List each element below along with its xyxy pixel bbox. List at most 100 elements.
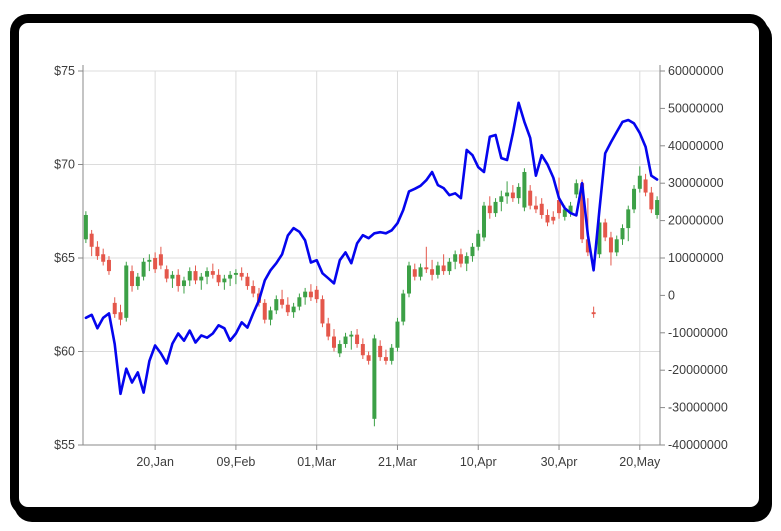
candle-body: [337, 344, 342, 354]
candle-body: [101, 254, 106, 262]
x-axis-tick-label: 01,Mar: [297, 455, 336, 469]
candle-body: [262, 302, 267, 320]
candle-body: [482, 205, 487, 238]
candle-body: [285, 304, 290, 313]
candle-body: [251, 286, 256, 294]
candle-body: [551, 216, 556, 221]
candle-body: [170, 274, 175, 279]
candle-body: [95, 246, 100, 257]
candle-body: [297, 297, 302, 307]
left-axis-tick-label: $70: [54, 158, 75, 172]
candle-body: [147, 259, 152, 262]
candle-body: [470, 246, 475, 257]
candle-body: [372, 338, 377, 419]
candle-body: [620, 228, 625, 240]
right-axis-tick-label: 60000000: [668, 64, 724, 78]
candle-body: [533, 205, 538, 210]
candle-body: [326, 323, 331, 337]
candle-body: [655, 200, 660, 215]
right-axis-tick-label: 40000000: [668, 139, 724, 153]
candle-body: [135, 276, 140, 287]
candle-body: [510, 192, 515, 199]
candle-body: [464, 256, 469, 264]
candle-body: [545, 214, 550, 223]
candle-body: [245, 276, 250, 287]
candle-body: [603, 222, 608, 238]
candle-body: [643, 179, 648, 193]
candle-body: [505, 192, 510, 197]
candle-body: [401, 293, 406, 322]
candle-body: [493, 201, 498, 214]
candle-body: [112, 302, 117, 315]
left-axis-tick-label: $75: [54, 64, 75, 78]
candle-body: [176, 274, 181, 287]
candle-body: [106, 259, 111, 272]
right-axis-tick-label: 10000000: [668, 251, 724, 265]
candle-body: [210, 271, 215, 275]
candle-body: [435, 265, 440, 275]
candle-body: [83, 214, 88, 240]
candle-body: [239, 272, 244, 277]
candle-body: [268, 310, 273, 320]
candle-body: [158, 254, 163, 266]
candle-body: [355, 334, 360, 345]
candle-body: [614, 239, 619, 253]
candle-body: [557, 200, 562, 214]
candle-body: [280, 299, 285, 305]
candle-body: [274, 299, 279, 311]
right-axis-tick-label: 0: [668, 288, 675, 302]
candle-body: [580, 183, 585, 240]
candle-body: [574, 183, 579, 195]
candle-body: [568, 205, 573, 214]
candle-body: [378, 345, 383, 358]
x-axis-tick-label: 30,Apr: [541, 455, 578, 469]
candle-body: [118, 312, 123, 320]
candle-body: [476, 233, 481, 247]
overlay-line-series: [84, 101, 659, 396]
candle-body: [597, 222, 602, 255]
candle-body: [447, 261, 452, 272]
candle-body: [199, 276, 204, 281]
candle-body: [331, 336, 336, 348]
candle-body: [430, 269, 435, 275]
right-axis-tick-label: -20000000: [668, 363, 728, 377]
candle-body: [222, 278, 227, 283]
candle-body: [626, 209, 631, 229]
candle-body: [585, 239, 590, 253]
right-axis-tick-label: 30000000: [668, 176, 724, 190]
candle-body: [637, 175, 642, 189]
candle-body: [349, 334, 354, 337]
candle-body: [228, 274, 233, 279]
candle-body: [205, 271, 210, 277]
right-axis-tick-label: -40000000: [668, 438, 728, 452]
x-axis-tick-label: 20,May: [619, 455, 661, 469]
candle-body: [360, 344, 365, 356]
candle-body: [124, 265, 129, 318]
candle-body: [487, 205, 492, 214]
candle-body: [418, 267, 423, 277]
chart-frame-border: [10, 14, 768, 516]
candle-body: [320, 299, 325, 324]
x-axis-tick-label: 21,Mar: [378, 455, 417, 469]
candle-body: [424, 267, 429, 270]
candle-body: [522, 171, 527, 208]
candle-body: [193, 271, 198, 281]
candle-body: [441, 265, 446, 272]
candle-body: [562, 209, 567, 217]
candle-body: [499, 196, 504, 202]
candle-body: [528, 190, 533, 206]
x-axis-tick-label: 09,Feb: [216, 455, 255, 469]
candle-body: [308, 291, 313, 298]
candle-body: [291, 306, 296, 313]
candle-body: [395, 321, 400, 348]
candle-body: [89, 233, 94, 247]
left-axis-tick-label: $55: [54, 438, 75, 452]
right-axis-tick-label: 20000000: [668, 214, 724, 228]
candle-body: [233, 272, 238, 275]
candle-body: [141, 261, 146, 277]
candle-body: [516, 186, 521, 199]
x-axis-tick-label: 10,Apr: [460, 455, 497, 469]
candle-body: [216, 274, 221, 283]
